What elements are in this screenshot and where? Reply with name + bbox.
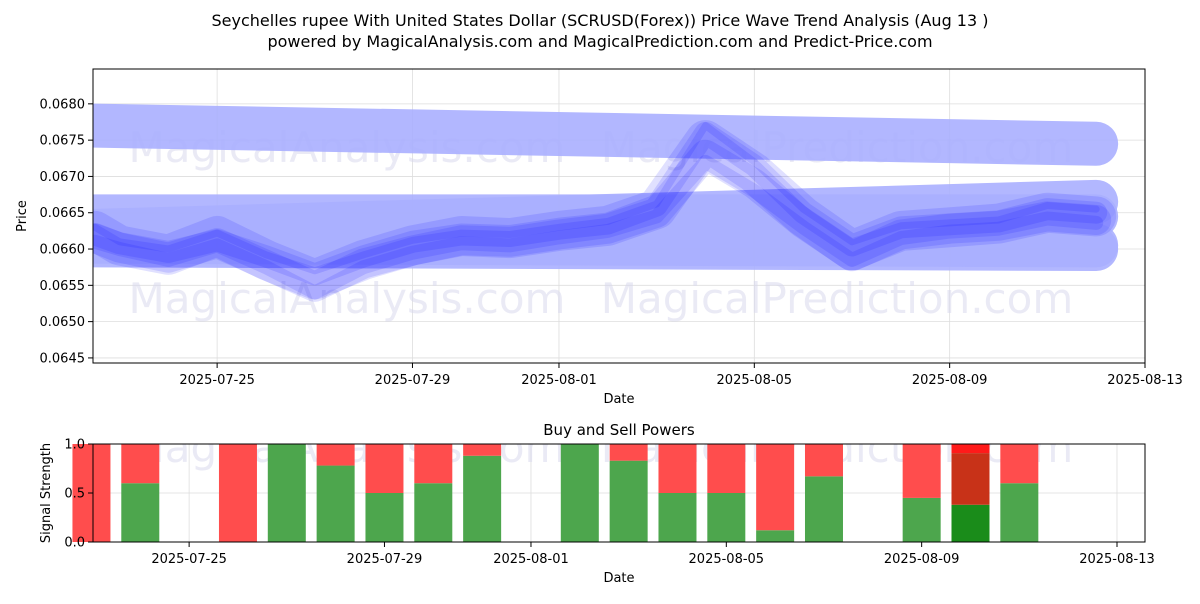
buy-power-bar: [756, 530, 795, 542]
price-x-tick-label: 2025-08-01: [521, 373, 597, 388]
buy-power-bar: [121, 483, 160, 542]
price-x-label: Date: [603, 392, 634, 407]
price-y-tick-label: 0.0655: [40, 279, 86, 294]
bar-x-tick-label: 2025-08-13: [1079, 552, 1155, 567]
sell-power-bar: [658, 444, 697, 493]
wave-series-line: [93, 120, 1117, 300]
trend-bands: [93, 103, 1119, 272]
price-x-axis: 2025-07-25 2025-07-29 2025-08-01 2025-08-05…: [179, 363, 1183, 388]
price-y-tick-label: 0.0650: [40, 315, 86, 330]
price-y-label: Price: [15, 200, 30, 232]
price-wave-panel: MagicalAnalysis.com MagicalPrediction.co…: [15, 68, 1183, 407]
wave-series-line: [93, 139, 1112, 302]
bar-x-tick-label: 2025-08-09: [884, 552, 960, 567]
price-y-tick-label: 0.0660: [40, 243, 86, 258]
buy-power-bar: [1000, 483, 1039, 542]
sell-power-bar: [951, 453, 990, 505]
price-x-tick-label: 2025-07-25: [179, 373, 255, 388]
sell-power-bar: [463, 444, 502, 456]
buy-power-bar: [707, 493, 746, 542]
price-x-tick-label: 2025-08-13: [1107, 373, 1183, 388]
sell-power-bar: [609, 444, 648, 461]
bar-x-tick-label: 2025-07-25: [151, 552, 227, 567]
bar-x-tick-label: 2025-08-01: [493, 552, 569, 567]
sell-power-bar: [316, 444, 355, 466]
bars: [72, 444, 1039, 542]
bar-y-tick-label: 1.0: [64, 438, 85, 453]
bar-x-axis: 2025-07-25 2025-07-29 2025-08-01 2025-08-05…: [151, 542, 1155, 567]
buy-power-bar: [316, 465, 355, 542]
price-y-tick-label: 0.0645: [40, 351, 86, 366]
sell-power-bar: [756, 444, 795, 531]
price-y-tick-label: 0.0675: [40, 134, 86, 149]
price-x-tick-label: 2025-08-09: [912, 373, 988, 388]
price-y-tick-label: 0.0665: [40, 206, 86, 221]
price-y-tick-label: 0.0680: [40, 97, 86, 112]
sell-power-bar: [804, 444, 843, 477]
price-x-tick-label: 2025-08-05: [717, 373, 793, 388]
watermark-analysis: MagicalAnalysis.com: [129, 274, 566, 323]
trend-band: [93, 219, 1119, 268]
price-y-tick-label: 0.0670: [40, 170, 86, 185]
buy-power-bar: [560, 444, 599, 542]
sell-power-bar: [1000, 444, 1039, 484]
price-x-tick-label: 2025-07-29: [375, 373, 451, 388]
wave-series-line: [93, 154, 1104, 300]
bar-chart-title: Buy and Sell Powers: [543, 421, 695, 439]
buy-sell-panel: Buy and Sell Powers MagicalAnalysis.com …: [39, 421, 1155, 586]
bar-x-label: Date: [603, 571, 634, 586]
buy-power-bar: [804, 476, 843, 542]
chart-subtitle: powered by MagicalAnalysis.com and Magic…: [267, 32, 932, 51]
wave-lines: [93, 120, 1117, 302]
bar-y-tick-label: 0.5: [64, 487, 85, 502]
buy-power-bar: [463, 455, 502, 542]
wave-series-line: [93, 121, 1108, 286]
bar-x-tick-label: 2025-07-29: [347, 552, 423, 567]
price-plot-frame: [92, 68, 1146, 364]
buy-power-bar: [951, 504, 990, 542]
watermark-prediction: MagicalPrediction.com: [601, 274, 1074, 323]
bar-y-tick-label: 0.0: [64, 536, 85, 551]
wave-series-line: [93, 122, 1100, 275]
sell-power-bar: [121, 444, 160, 484]
buy-power-bar: [902, 497, 941, 542]
bar-y-label: Signal Strength: [39, 443, 54, 543]
trend-band: [93, 103, 1119, 166]
buy-power-bar: [365, 493, 404, 542]
bar-y-axis: 0.0 0.5 1.0: [64, 438, 93, 551]
bar-x-tick-label: 2025-08-05: [689, 552, 765, 567]
price-y-axis: 0.0645 0.0650 0.0655 0.0660 0.0665 0.0670 0.06…: [40, 97, 93, 366]
sell-power-bar: [902, 444, 941, 498]
sell-power-bar: [365, 444, 404, 493]
chart-title: Seychelles rupee With United States Doll…: [212, 11, 989, 30]
sell-power-bar: [414, 444, 453, 484]
buy-power-bar: [658, 493, 697, 542]
buy-power-bar: [609, 460, 648, 542]
buy-power-bar: [267, 444, 306, 542]
sell-power-bar: [707, 444, 746, 493]
sell-power-bar: [218, 444, 257, 542]
sell-power-bar: [951, 444, 990, 454]
buy-power-bar: [414, 483, 453, 542]
